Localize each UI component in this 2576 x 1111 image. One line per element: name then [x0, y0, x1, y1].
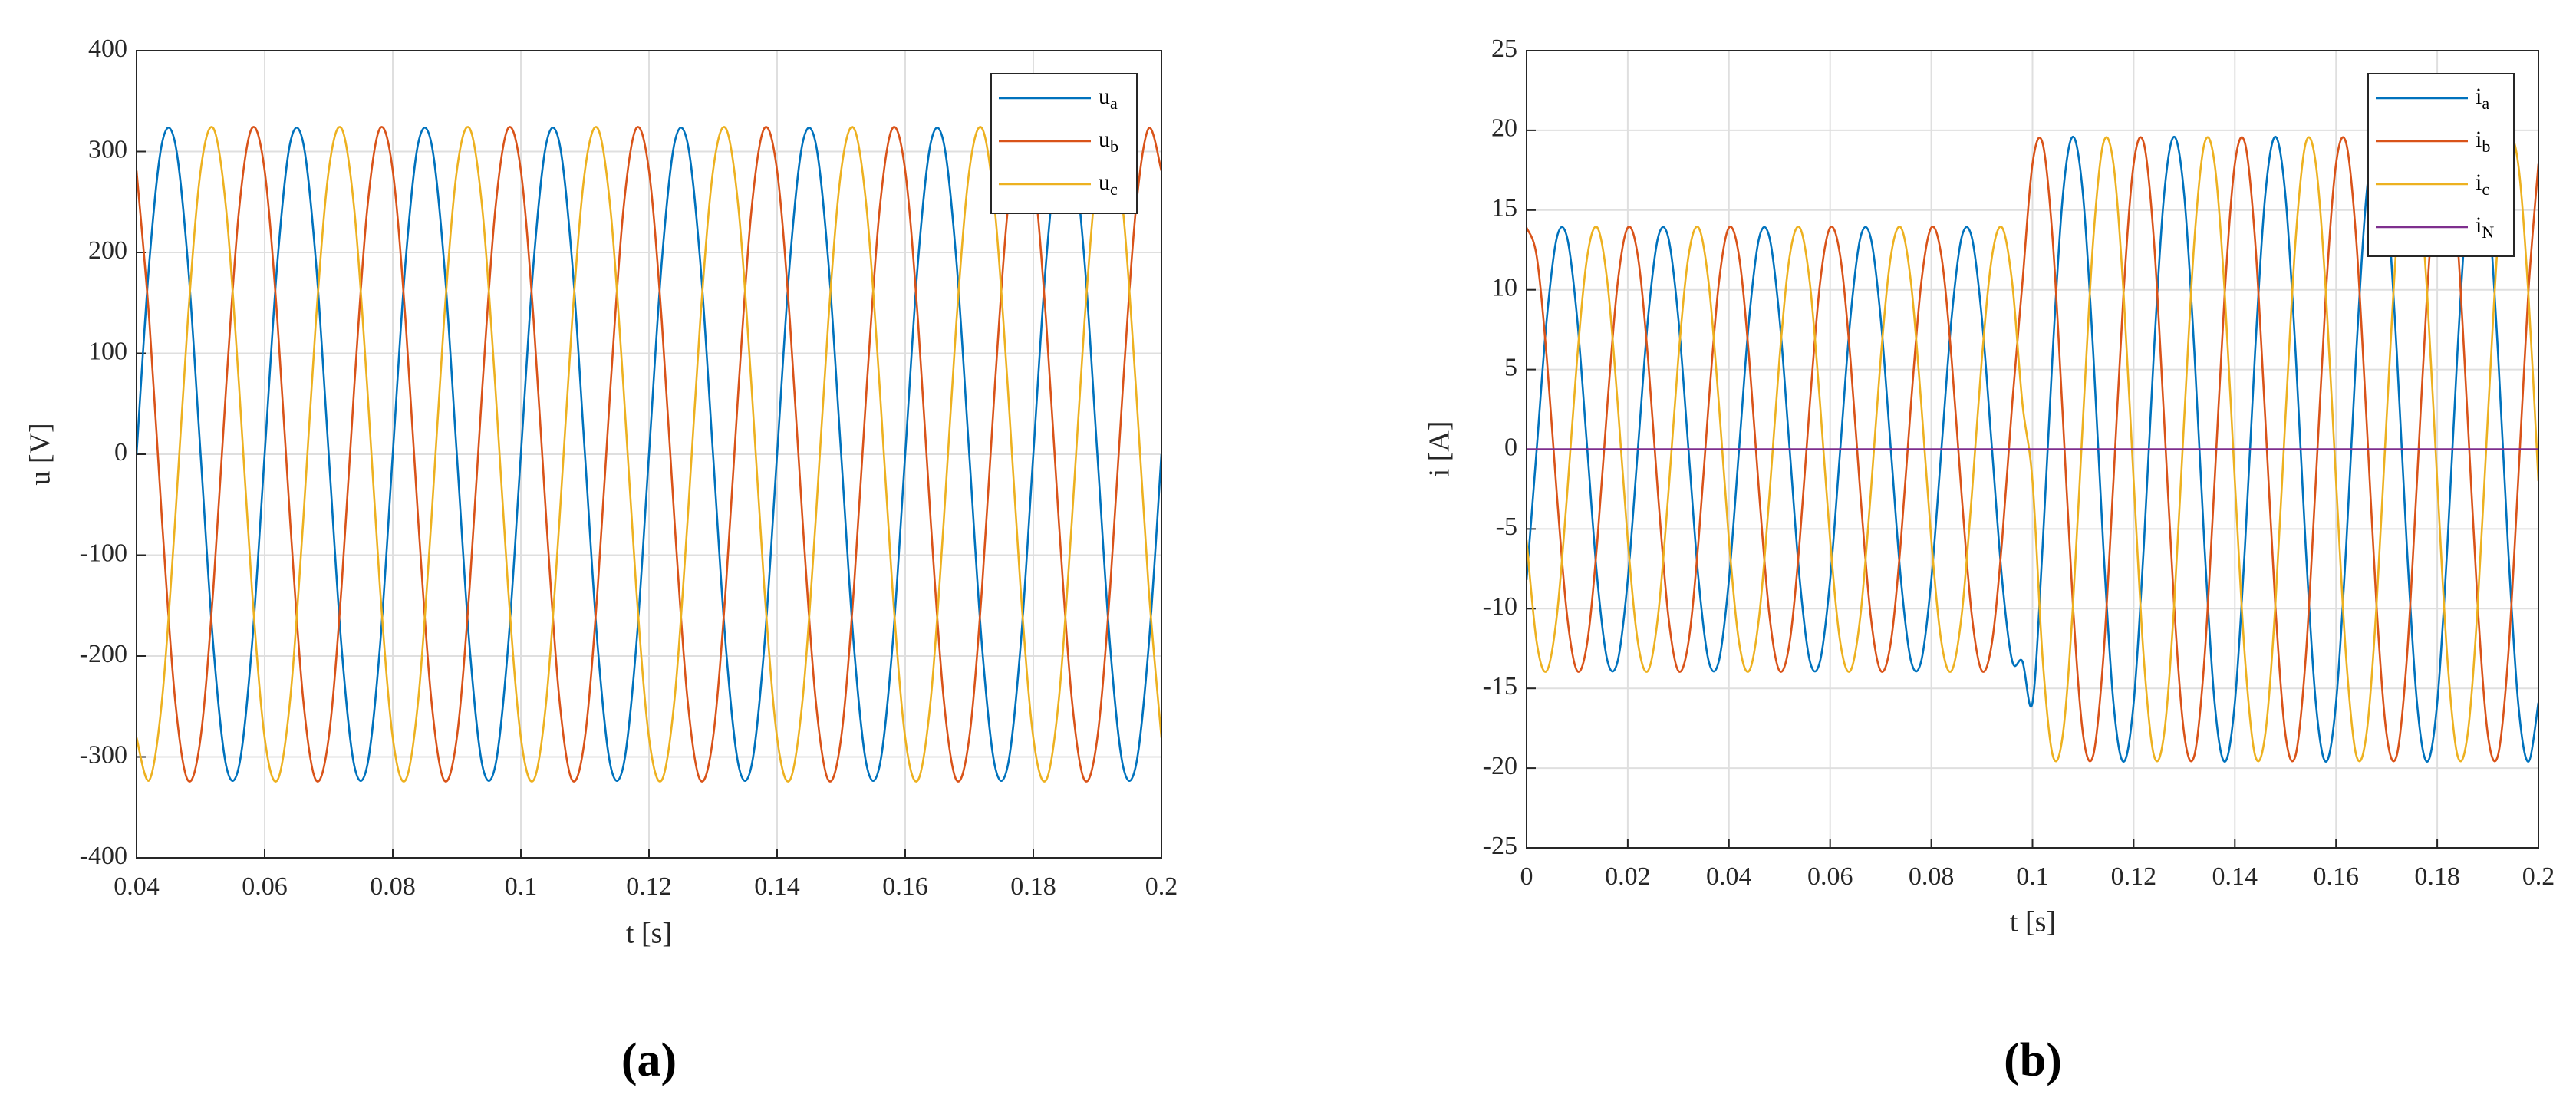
y-tick-label: 15 [1491, 194, 1517, 223]
y-tick-label: -20 [1483, 752, 1517, 780]
x-tick-label: 0.12 [2111, 862, 2157, 891]
legend-box [990, 73, 1138, 214]
y-tick-label: -15 [1483, 672, 1517, 701]
plot-frame [1526, 50, 2539, 849]
y-tick-label: -400 [80, 842, 127, 870]
x-tick-label: 0.08 [1909, 862, 1955, 891]
y-tick-label: 10 [1491, 273, 1517, 302]
x-tick-label: 0.08 [370, 872, 416, 901]
y-axis-label: i [A] [1424, 421, 1456, 477]
panel-label: (a) [621, 1034, 677, 1086]
x-tick-label: 0.2 [1145, 872, 1178, 901]
chart-panel: 0.04 0.06 0.08 0.1 0.12 0.14 0.16 0.18 0.2 -400 -3… [25, 35, 1178, 1086]
legend-box [2367, 73, 2515, 257]
y-tick-label: 200 [88, 236, 127, 265]
x-tick-label: 0.14 [2212, 862, 2258, 891]
plot-frame [136, 50, 1162, 859]
series-line [1527, 136, 2538, 763]
x-tick-label: 0.18 [1010, 872, 1056, 901]
x-tick-label: 0.12 [626, 872, 672, 901]
x-tick-label: 0 [1520, 862, 1533, 891]
x-tick-label: 0.06 [242, 872, 288, 901]
x-tick-label: 0.2 [2522, 862, 2555, 891]
y-tick-label: 5 [1504, 353, 1517, 381]
series-line [137, 126, 1161, 783]
x-tick-label: 0.06 [1807, 862, 1853, 891]
y-tick-label: 400 [88, 35, 127, 63]
x-tick-label: 0.18 [2414, 862, 2460, 891]
series-line [1527, 136, 2538, 763]
x-tick-label: 0.16 [2313, 862, 2359, 891]
y-tick-label: -25 [1483, 832, 1517, 860]
y-tick-label: 100 [88, 337, 127, 365]
x-tick-label: 0.04 [1706, 862, 1752, 891]
y-tick-label: 0 [1504, 433, 1517, 461]
chart-panel: 0 0.02 0.04 0.06 0.08 0.1 0.12 0.14 0.16 0.18 0.2 -… [1424, 35, 2555, 1086]
panel-label: (b) [2004, 1034, 2062, 1086]
x-tick-label: 0.1 [2016, 862, 2049, 891]
series-line [137, 126, 1161, 783]
y-axis-label: u [V] [25, 423, 57, 485]
y-tick-label: 25 [1491, 35, 1517, 63]
y-tick-label: -300 [80, 740, 127, 769]
x-tick-label: 0.1 [505, 872, 538, 901]
y-tick-label: -10 [1483, 592, 1517, 621]
y-tick-label: -100 [80, 539, 127, 567]
x-axis-label: t [s] [2010, 906, 2056, 938]
y-tick-label: 0 [114, 438, 127, 466]
y-tick-label: 20 [1491, 114, 1517, 143]
x-tick-label: 0.16 [882, 872, 928, 901]
y-tick-label: -200 [80, 640, 127, 668]
x-tick-label: 0.14 [754, 872, 800, 901]
series-line [137, 126, 1161, 783]
x-tick-label: 0.04 [114, 872, 160, 901]
y-tick-label: -5 [1496, 513, 1517, 541]
legend-label: ub [1099, 127, 1118, 156]
x-axis-label: t [s] [626, 918, 672, 950]
y-tick-label: 300 [88, 135, 127, 163]
x-tick-label: 0.02 [1605, 862, 1651, 891]
